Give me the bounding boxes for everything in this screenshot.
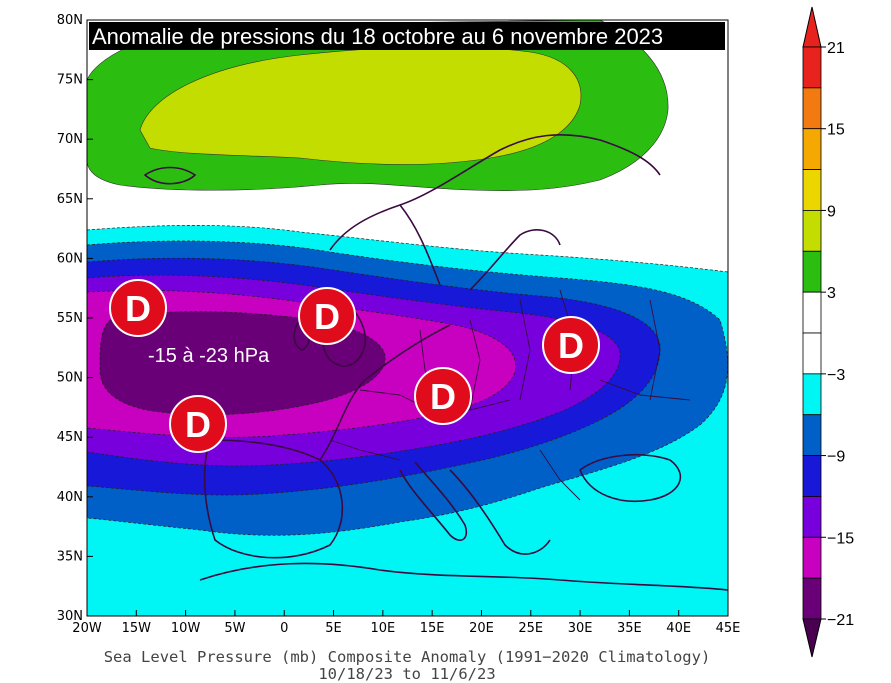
coastlines — [143, 134, 728, 591]
lon-tick-label: 25E — [518, 621, 543, 636]
colorbar-label: −3 — [827, 367, 845, 384]
low-marker: D — [414, 367, 472, 425]
colorbar-label: −15 — [827, 530, 854, 547]
colorbar-segment — [802, 577, 822, 620]
low-marker: D — [298, 287, 356, 345]
latitude-axis: 30N 35N 40N 45N 50N 55N 60N 65N 70N 75N 80N — [57, 13, 93, 624]
lat-tick-label: 45N — [57, 430, 83, 445]
lat-tick-label: 80N — [57, 13, 83, 28]
range-annotation: -15 à -23 hPa — [148, 345, 270, 367]
colorbar-segment — [802, 414, 822, 456]
lon-tick-label: 15W — [122, 621, 152, 636]
colorbar-segment — [802, 291, 822, 334]
low-marker-circle — [542, 316, 600, 374]
lat-tick-label: 50N — [57, 371, 83, 386]
low-marker-circle — [169, 395, 227, 453]
caption-line-1: Sea Level Pressure (mb) Composite Anomal… — [104, 648, 711, 666]
colorbar-segment — [802, 46, 822, 89]
low-marker: D — [169, 395, 227, 453]
colorbar-segment — [802, 87, 822, 130]
low-marker-letter: D — [125, 288, 151, 329]
colorbar-segment — [802, 373, 822, 416]
low-marker-letter: D — [430, 376, 456, 417]
caption-line-2: 10/18/23 to 11/6/23 — [318, 665, 495, 683]
lon-tick-label: 20E — [469, 621, 494, 636]
longitude-axis: 20W 15W 10W 5W 0 5E 10E 15E 20E 25E 30E 35E 40E 45E — [72, 610, 740, 636]
low-marker-circle — [109, 279, 167, 337]
colorbar-segment — [802, 536, 822, 579]
lon-tick-label: 20W — [72, 621, 102, 636]
colorbar: 21 15 9 3 −3 −9 −15 −21 — [802, 6, 854, 658]
lon-tick-label: 35E — [617, 621, 642, 636]
colorbar-bottom-arrow — [802, 618, 822, 658]
colorbar-label: 15 — [827, 122, 845, 139]
lon-tick-label: 10E — [370, 621, 395, 636]
colorbar-segment — [802, 210, 822, 252]
colorbar-segment — [802, 128, 822, 170]
lon-tick-label: 0 — [280, 621, 288, 636]
colorbar-label: −9 — [827, 449, 845, 466]
lon-tick-label: 30E — [568, 621, 593, 636]
colorbar-label: 3 — [827, 285, 836, 302]
title-box — [89, 22, 725, 50]
low-marker-letter: D — [185, 404, 211, 445]
low-marker-letter: D — [558, 325, 584, 366]
lon-tick-label: 15E — [420, 621, 445, 636]
lat-tick-label: 60N — [57, 251, 83, 266]
lat-tick-label: 65N — [57, 192, 83, 207]
colorbar-label: 9 — [827, 203, 836, 220]
lat-tick-label: 75N — [57, 73, 83, 88]
colorbar-segment — [802, 496, 822, 538]
colorbar-segment — [802, 169, 822, 211]
lat-tick-label: 55N — [57, 311, 83, 326]
colorbar-segment — [802, 455, 822, 497]
low-marker: D — [542, 316, 600, 374]
colorbar-label: −21 — [827, 612, 854, 629]
lat-tick-label: 70N — [57, 132, 83, 147]
positive-anomaly-inner — [139, 46, 582, 165]
low-marker-letter: D — [314, 296, 340, 337]
low-marker: D — [109, 279, 167, 337]
map-title: Anomalie de pressions du 18 octobre au 6… — [92, 24, 663, 49]
colorbar-segment — [802, 332, 822, 375]
colorbar-label: 21 — [827, 40, 845, 57]
low-marker-circle — [298, 287, 356, 345]
lon-tick-label: 5E — [325, 621, 342, 636]
low-marker-circle — [414, 367, 472, 425]
lon-tick-label: 45E — [716, 621, 741, 636]
lat-tick-label: 40N — [57, 490, 83, 505]
lon-tick-label: 5W — [224, 621, 245, 636]
colorbar-segment — [802, 250, 822, 293]
lon-tick-label: 10W — [171, 621, 201, 636]
colorbar-top-arrow — [802, 6, 822, 48]
lat-tick-label: 35N — [57, 549, 83, 564]
lat-tick-label: 30N — [57, 609, 83, 624]
lon-tick-label: 40E — [666, 621, 691, 636]
map-plot-area — [87, 20, 728, 616]
